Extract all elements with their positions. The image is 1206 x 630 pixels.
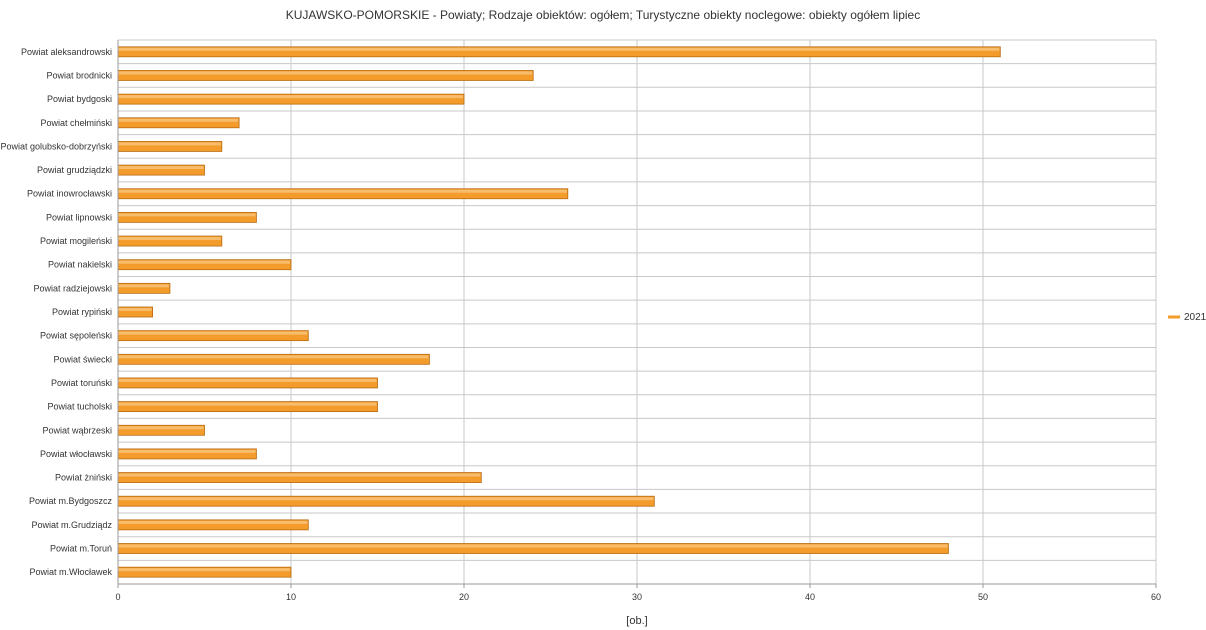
bar-highlight <box>118 544 948 548</box>
x-axis-title: [ob.] <box>626 615 647 627</box>
category-label: Powiat żniński <box>55 473 112 483</box>
category-label: Powiat chełmiński <box>40 118 112 128</box>
category-label: Powiat mogileński <box>40 236 112 246</box>
category-label: Powiat lipnowski <box>46 212 112 222</box>
bar-highlight <box>118 426 204 430</box>
category-label: Powiat grudziądzki <box>37 165 112 175</box>
bar-highlight <box>118 71 533 75</box>
chart-title: KUJAWSKO-POMORSKIE - Powiaty; Rodzaje ob… <box>285 8 921 22</box>
category-label: Powiat tucholski <box>47 402 112 412</box>
category-label: Powiat świecki <box>53 354 112 364</box>
bar-highlight <box>118 284 169 288</box>
category-label: Powiat brodnicki <box>46 70 112 80</box>
category-label: Powiat m.Toruń <box>50 544 112 554</box>
bar-highlight <box>118 308 152 311</box>
bar-highlight <box>118 473 481 477</box>
bar-highlight <box>118 95 463 99</box>
bar-highlight <box>118 166 204 170</box>
category-label: Powiat inowrocławski <box>27 189 112 199</box>
bar-highlight <box>118 331 308 335</box>
bar-highlight <box>118 449 256 453</box>
bar-highlight <box>118 378 377 382</box>
category-label: Powiat m.Grudziądz <box>31 520 112 530</box>
category-label: Powiat m.Włocławek <box>29 567 112 577</box>
x-tick-labels: 0 10 20 30 40 50 60 <box>115 584 1161 602</box>
legend: 2021 <box>1168 312 1206 323</box>
x-tick-label: 0 <box>115 592 120 602</box>
category-label: Powiat rypiński <box>52 307 112 317</box>
category-label: Powiat toruński <box>51 378 112 388</box>
bars <box>117 46 1001 578</box>
category-labels: Powiat aleksandrowski Powiat brodnicki Pow… <box>0 47 112 577</box>
category-label: Powiat nakielski <box>48 260 112 270</box>
category-label: Powiat włocławski <box>40 449 112 459</box>
x-tick-label: 40 <box>805 592 815 602</box>
bar-highlight <box>118 355 429 359</box>
category-label: Powiat wąbrzeski <box>42 425 112 435</box>
category-label: Powiat radziejowski <box>33 283 112 293</box>
x-tick-label: 20 <box>459 592 469 602</box>
bar-highlight <box>118 520 308 524</box>
legend-label: 2021 <box>1184 312 1206 323</box>
grid <box>117 39 1157 585</box>
bar-highlight <box>118 260 290 264</box>
x-tick-label: 50 <box>978 592 988 602</box>
bar-highlight <box>118 568 290 572</box>
axes <box>117 40 1156 585</box>
bar-highlight <box>118 497 654 501</box>
category-label: Powiat bydgoski <box>47 94 112 104</box>
x-tick-label: 10 <box>286 592 296 602</box>
category-label: Powiat aleksandrowski <box>21 47 112 57</box>
category-label: Powiat m.Bydgoszcz <box>29 496 113 506</box>
category-label: Powiat sępoleński <box>40 331 112 341</box>
x-tick-label: 30 <box>632 592 642 602</box>
bar-highlight <box>118 118 239 122</box>
bar-highlight <box>118 237 221 241</box>
bar-highlight <box>118 189 567 193</box>
bar-highlight <box>118 142 221 146</box>
category-label: Powiat golubsko-dobrzyński <box>0 141 112 151</box>
bar-highlight <box>118 213 256 217</box>
x-tick-label: 60 <box>1151 592 1161 602</box>
bar-highlight <box>118 47 1000 51</box>
bar-highlight <box>118 402 377 406</box>
